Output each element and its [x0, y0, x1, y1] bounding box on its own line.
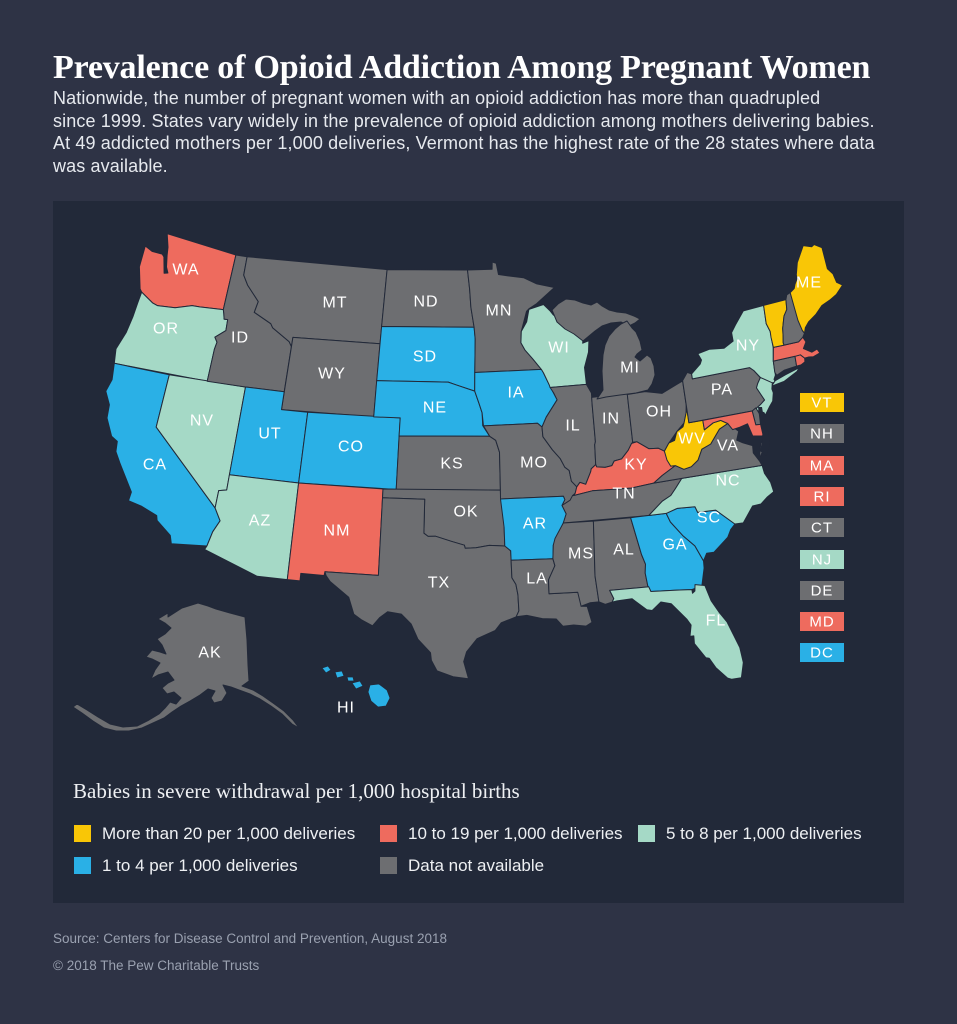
svg-text:PA: PA — [711, 382, 733, 399]
svg-text:ME: ME — [796, 275, 822, 292]
svg-text:LA: LA — [526, 571, 548, 588]
svg-text:MD: MD — [809, 614, 834, 631]
svg-text:FL: FL — [706, 613, 727, 630]
svg-text:GA: GA — [662, 537, 687, 554]
svg-text:UT: UT — [258, 426, 281, 443]
svg-text:CT: CT — [811, 520, 833, 537]
svg-text:MO: MO — [520, 455, 548, 472]
svg-text:IA: IA — [507, 385, 524, 402]
svg-text:IN: IN — [602, 411, 620, 428]
svg-text:TN: TN — [612, 486, 635, 503]
svg-text:VA: VA — [717, 438, 739, 455]
svg-text:VT: VT — [811, 395, 832, 412]
svg-text:WY: WY — [318, 366, 346, 383]
svg-text:ID: ID — [231, 330, 249, 347]
svg-text:TX: TX — [428, 575, 450, 592]
svg-text:KS: KS — [440, 456, 463, 473]
svg-text:CA: CA — [143, 457, 167, 474]
svg-text:WI: WI — [548, 340, 570, 357]
svg-text:AK: AK — [198, 645, 221, 662]
svg-text:OH: OH — [646, 404, 672, 421]
svg-text:CO: CO — [338, 439, 364, 456]
svg-text:WA: WA — [172, 262, 199, 279]
svg-text:OR: OR — [153, 321, 179, 338]
svg-text:RI: RI — [814, 489, 831, 506]
svg-text:AZ: AZ — [249, 513, 271, 530]
svg-text:NE: NE — [423, 400, 447, 417]
svg-text:OK: OK — [453, 504, 478, 521]
svg-text:NM: NM — [324, 523, 351, 540]
svg-text:MN: MN — [486, 303, 513, 320]
svg-text:NV: NV — [190, 413, 214, 430]
svg-text:SD: SD — [413, 349, 437, 366]
svg-text:MS: MS — [568, 546, 594, 563]
svg-text:MT: MT — [322, 295, 347, 312]
svg-text:AL: AL — [613, 542, 635, 559]
svg-text:NJ: NJ — [812, 552, 832, 569]
svg-text:SC: SC — [697, 510, 721, 527]
svg-text:ND: ND — [413, 294, 438, 311]
svg-text:AR: AR — [523, 516, 547, 533]
svg-text:DE: DE — [811, 583, 834, 600]
svg-text:KY: KY — [624, 457, 647, 474]
svg-text:NC: NC — [715, 473, 740, 490]
svg-text:NY: NY — [736, 338, 760, 355]
svg-text:WV: WV — [678, 431, 706, 448]
svg-text:HI: HI — [337, 700, 355, 717]
svg-text:MI: MI — [620, 360, 640, 377]
svg-text:IL: IL — [565, 418, 580, 435]
svg-text:MA: MA — [810, 458, 835, 475]
svg-text:DC: DC — [810, 645, 834, 662]
svg-text:NH: NH — [810, 426, 834, 443]
